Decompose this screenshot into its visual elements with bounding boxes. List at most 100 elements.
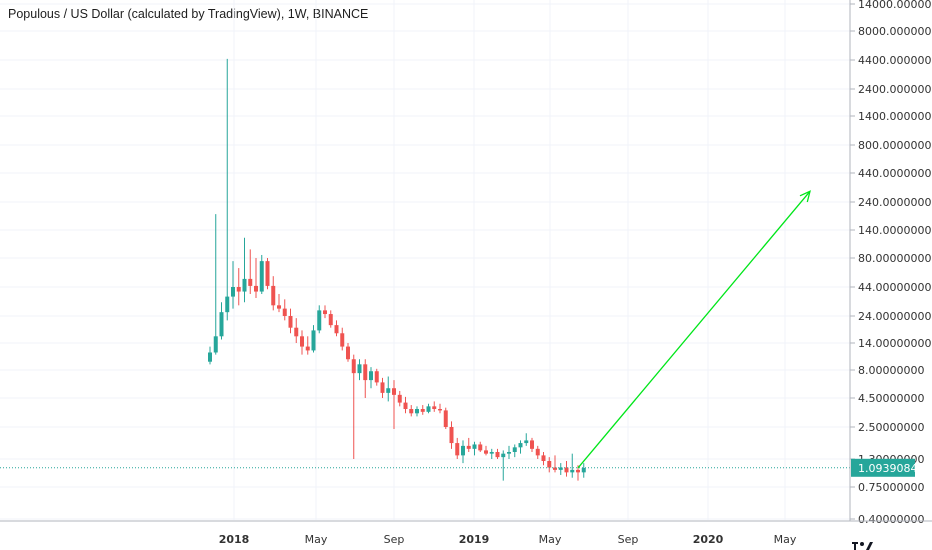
- candle-body: [294, 327, 299, 337]
- candle-body: [386, 388, 391, 393]
- candle-body: [512, 447, 517, 452]
- candle: [501, 450, 506, 481]
- candle-body: [438, 409, 442, 411]
- candle: [420, 405, 425, 415]
- x-tick-label: May: [305, 533, 328, 546]
- x-tick-label: 2020: [693, 533, 724, 546]
- candle: [386, 376, 391, 402]
- x-tick-label: May: [774, 533, 797, 546]
- y-tick-label: 44.00000000: [858, 281, 931, 294]
- candle-body: [392, 388, 396, 395]
- candle-body: [300, 336, 304, 347]
- candle: [512, 444, 517, 458]
- candle-body: [397, 394, 402, 403]
- candle: [271, 276, 276, 311]
- candle-body: [369, 371, 373, 381]
- candle: [524, 433, 529, 446]
- candle: [466, 437, 471, 452]
- y-tick-label: 4400.00000000: [858, 54, 932, 67]
- candle: [518, 440, 523, 454]
- candle-body: [409, 409, 414, 414]
- candle: [495, 448, 500, 459]
- candle-body: [271, 285, 276, 306]
- candle-body: [277, 305, 281, 309]
- candle-body: [334, 325, 339, 334]
- candle-body: [213, 336, 218, 353]
- candle-body: [236, 287, 241, 292]
- candle: [535, 445, 540, 459]
- candle: [357, 359, 362, 381]
- candle: [455, 437, 460, 459]
- candle-body: [242, 278, 247, 292]
- candle-body: [449, 427, 454, 444]
- candle: [328, 310, 333, 328]
- candle: [461, 440, 465, 464]
- y-tick-label: 0.40000000: [858, 513, 924, 526]
- candle: [564, 460, 569, 477]
- candle-body: [472, 444, 477, 449]
- candle-body: [208, 352, 212, 362]
- candle-body: [518, 443, 523, 448]
- y-tick-label: 14.00000000: [858, 337, 931, 350]
- candle: [334, 320, 339, 337]
- y-tick-label: 800.00000000: [858, 139, 932, 152]
- candle-body: [581, 467, 586, 473]
- y-tick-label: 24.00000000: [858, 310, 931, 323]
- candle-body: [495, 451, 500, 458]
- candle-body: [282, 308, 287, 316]
- candle-body: [288, 316, 293, 328]
- candle: [489, 448, 494, 459]
- candle: [380, 377, 385, 398]
- candle-body: [248, 278, 253, 286]
- candle-body: [524, 440, 529, 444]
- candle-body: [317, 310, 322, 331]
- candle-body: [351, 359, 356, 374]
- candle-body: [541, 455, 546, 461]
- candle: [248, 249, 253, 295]
- candle-body: [346, 346, 350, 360]
- candle: [403, 396, 408, 414]
- candle: [397, 390, 402, 407]
- candle-body: [403, 402, 408, 410]
- candle: [392, 380, 396, 429]
- candle: [294, 318, 299, 343]
- candle-body: [570, 469, 575, 473]
- candle: [558, 463, 563, 475]
- candlestick-series: [208, 58, 586, 481]
- current-price-badge: [851, 458, 915, 477]
- y-tick-label: 0.75000000: [858, 481, 924, 494]
- candle: [472, 441, 477, 456]
- current-price-label: 1.09390840: [858, 462, 924, 475]
- x-tick-label: 2018: [219, 533, 250, 546]
- candle-body: [254, 285, 258, 292]
- candle: [369, 367, 373, 389]
- candle: [570, 453, 575, 478]
- candle-body: [225, 296, 230, 313]
- y-tick-label: 80.00000000: [858, 252, 931, 265]
- candle: [426, 403, 431, 414]
- candle-body: [323, 310, 327, 315]
- candle: [277, 294, 281, 313]
- candle: [438, 403, 442, 414]
- candle: [415, 406, 419, 417]
- candle-body: [374, 371, 379, 383]
- candle-body: [576, 469, 580, 473]
- candle: [478, 441, 483, 452]
- tradingview-logo-icon[interactable]: [852, 540, 878, 550]
- candle: [553, 455, 557, 473]
- candle-body: [305, 346, 310, 351]
- y-tick-label: 8.00000000: [858, 364, 924, 377]
- y-tick-label: 4.50000000: [858, 392, 924, 405]
- candle-body: [558, 467, 563, 470]
- candle-body: [432, 406, 437, 410]
- candle-body: [530, 440, 534, 449]
- candle: [374, 368, 379, 386]
- candle: [282, 299, 287, 321]
- candle: [265, 258, 270, 290]
- candle: [409, 405, 414, 417]
- candle: [547, 457, 552, 473]
- candle-body: [420, 409, 425, 412]
- candle: [340, 327, 345, 351]
